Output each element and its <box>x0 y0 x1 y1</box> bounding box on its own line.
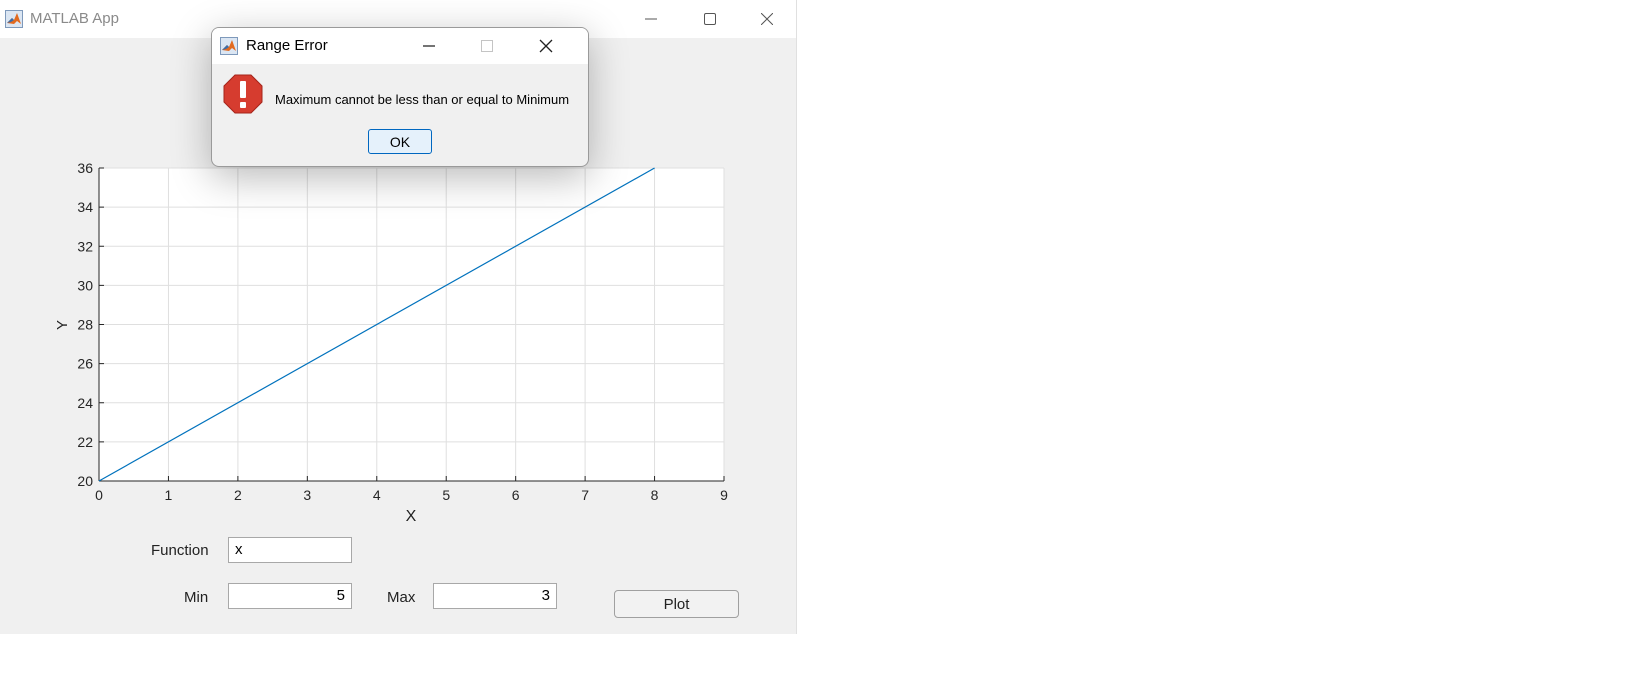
y-tick-label: 28 <box>77 317 93 333</box>
app-title: MATLAB App <box>30 10 119 27</box>
ok-button[interactable]: OK <box>368 129 432 154</box>
close-button[interactable] <box>738 0 796 38</box>
min-label: Min <box>184 589 209 606</box>
y-axis-label: Y <box>54 320 71 330</box>
x-tick-label: 5 <box>442 487 450 503</box>
y-tick-label: 26 <box>77 356 93 372</box>
dialog-titlebar: Range Error <box>212 28 588 64</box>
y-tick-label: 30 <box>77 277 93 293</box>
x-tick-label: 8 <box>651 487 659 503</box>
maximize-button[interactable] <box>681 0 739 38</box>
minimize-button[interactable] <box>622 0 680 38</box>
function-input[interactable]: x <box>228 537 352 563</box>
maximize-icon <box>704 13 716 25</box>
matlab-icon <box>220 37 238 55</box>
y-tick-label: 36 <box>77 160 93 176</box>
minimize-icon <box>423 45 435 47</box>
error-message: Maximum cannot be less than or equal to … <box>275 92 570 107</box>
x-tick-label: 7 <box>581 487 589 503</box>
y-tick-label: 32 <box>77 238 93 254</box>
x-tick-label: 0 <box>95 487 103 503</box>
maximize-icon <box>481 40 493 52</box>
y-tick-label: 20 <box>77 473 93 489</box>
dialog-title: Range Error <box>246 37 328 54</box>
function-label: Function <box>151 542 209 559</box>
y-tick-label: 24 <box>77 395 93 411</box>
plot-button[interactable]: Plot <box>614 590 739 618</box>
x-axis-label: X <box>406 508 417 525</box>
max-input[interactable]: 3 <box>433 583 557 609</box>
x-tick-label: 4 <box>373 487 381 503</box>
min-input[interactable]: 5 <box>228 583 352 609</box>
y-tick-label: 34 <box>77 199 93 215</box>
plot-axes[interactable]: 0 1 2 3 4 5 6 7 8 9 20 22 24 26 28 30 32 34 36 X Y <box>0 0 796 540</box>
x-tick-label: 2 <box>234 487 242 503</box>
minimize-icon <box>645 18 657 20</box>
matlab-icon <box>5 10 23 28</box>
x-tick-label: 6 <box>512 487 520 503</box>
dialog-close-button[interactable] <box>526 28 566 64</box>
dialog-maximize-button <box>467 28 507 64</box>
x-tick-label: 9 <box>720 487 728 503</box>
error-icon <box>223 74 263 114</box>
close-icon <box>539 39 553 53</box>
dialog-minimize-button[interactable] <box>409 28 449 64</box>
max-label: Max <box>387 589 416 606</box>
close-icon <box>761 13 773 25</box>
y-tick-label: 22 <box>77 434 93 450</box>
range-error-dialog: Range Error Maximum cannot be less than … <box>211 27 589 167</box>
x-tick-label: 1 <box>165 487 173 503</box>
x-tick-label: 3 <box>303 487 311 503</box>
series-line <box>98 167 655 482</box>
